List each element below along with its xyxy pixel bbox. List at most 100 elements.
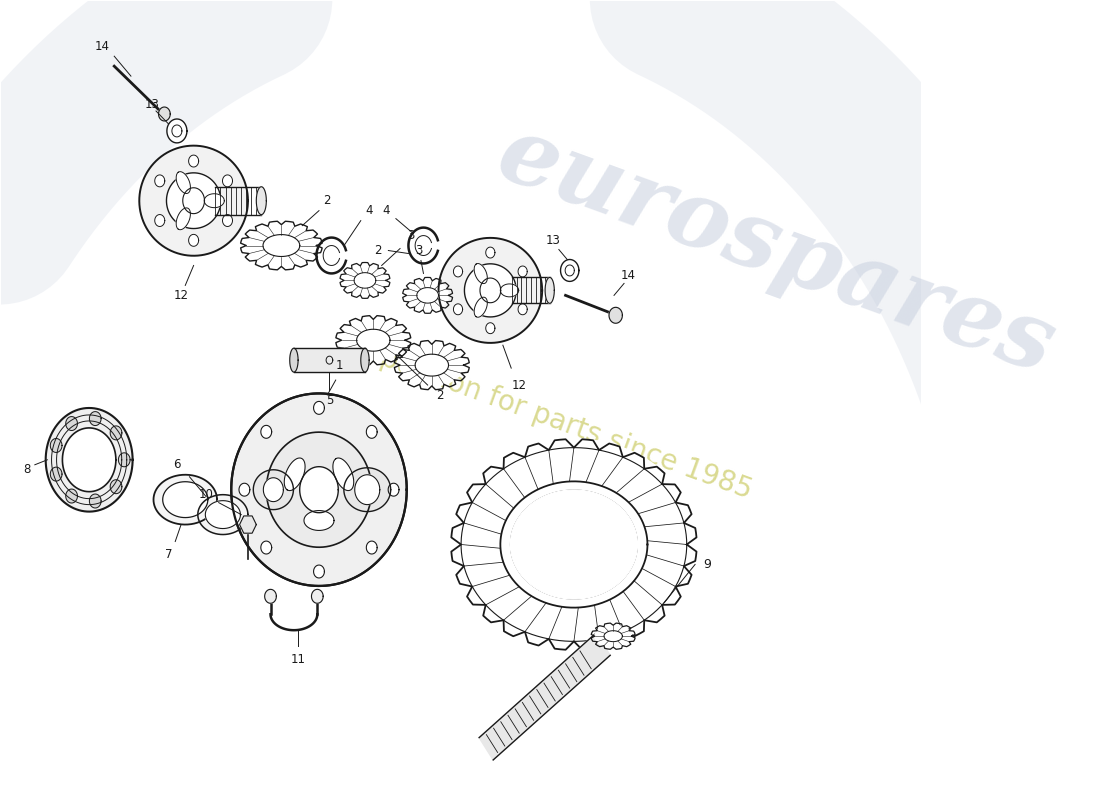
Polygon shape [361, 348, 370, 372]
Polygon shape [246, 225, 317, 266]
Polygon shape [198, 494, 248, 534]
Polygon shape [415, 354, 449, 376]
Polygon shape [609, 307, 623, 323]
Polygon shape [46, 408, 133, 512]
Polygon shape [205, 194, 224, 208]
Polygon shape [474, 297, 487, 318]
Text: 10: 10 [199, 488, 213, 501]
Polygon shape [500, 482, 648, 608]
Polygon shape [510, 490, 637, 599]
Text: 6: 6 [173, 458, 180, 471]
Text: 14: 14 [95, 40, 109, 53]
Polygon shape [356, 330, 390, 351]
Text: 13: 13 [546, 234, 560, 247]
Polygon shape [289, 348, 298, 372]
Text: 4: 4 [382, 204, 389, 217]
Polygon shape [595, 626, 631, 647]
Polygon shape [188, 155, 199, 167]
Polygon shape [342, 319, 405, 361]
Polygon shape [206, 501, 241, 529]
Polygon shape [89, 411, 101, 426]
Polygon shape [261, 426, 272, 438]
Polygon shape [261, 541, 272, 554]
Polygon shape [240, 516, 256, 533]
Polygon shape [344, 266, 386, 295]
Polygon shape [166, 173, 221, 229]
Polygon shape [256, 186, 266, 214]
Text: 9: 9 [704, 558, 712, 571]
Polygon shape [158, 107, 170, 121]
Polygon shape [154, 474, 217, 525]
Polygon shape [451, 439, 696, 650]
Polygon shape [188, 234, 199, 246]
Polygon shape [66, 417, 77, 430]
Polygon shape [263, 478, 284, 502]
Polygon shape [263, 234, 300, 257]
Polygon shape [314, 565, 324, 578]
Polygon shape [561, 259, 579, 282]
Polygon shape [439, 238, 542, 343]
Polygon shape [474, 263, 487, 283]
Text: 4: 4 [365, 204, 373, 217]
Text: a passion for parts since 1985: a passion for parts since 1985 [352, 335, 757, 505]
Polygon shape [400, 344, 463, 386]
Text: 13: 13 [144, 98, 159, 110]
Polygon shape [546, 278, 554, 303]
Polygon shape [407, 281, 449, 310]
Polygon shape [176, 172, 190, 194]
Polygon shape [253, 470, 294, 510]
Polygon shape [388, 483, 399, 496]
Polygon shape [284, 458, 305, 490]
Polygon shape [89, 494, 101, 508]
Polygon shape [222, 214, 232, 226]
Polygon shape [518, 266, 527, 277]
Polygon shape [222, 175, 232, 187]
Polygon shape [500, 284, 519, 297]
Polygon shape [366, 541, 377, 554]
Polygon shape [66, 489, 77, 503]
Polygon shape [110, 480, 122, 494]
Polygon shape [366, 426, 377, 438]
Text: 3: 3 [407, 229, 415, 242]
Polygon shape [453, 266, 463, 277]
Polygon shape [155, 175, 165, 187]
Polygon shape [167, 119, 187, 143]
Polygon shape [354, 273, 376, 288]
Polygon shape [155, 214, 165, 226]
Text: 2: 2 [437, 389, 444, 402]
Polygon shape [604, 630, 623, 642]
Text: 2: 2 [323, 194, 331, 207]
Polygon shape [110, 426, 122, 440]
Text: 12: 12 [513, 378, 527, 391]
Polygon shape [231, 394, 407, 586]
Polygon shape [299, 466, 339, 513]
Polygon shape [486, 322, 495, 334]
Polygon shape [453, 304, 463, 314]
Polygon shape [304, 510, 334, 530]
Polygon shape [163, 482, 208, 518]
Polygon shape [486, 247, 495, 258]
Polygon shape [464, 264, 516, 317]
Text: 5: 5 [326, 394, 333, 406]
Polygon shape [480, 633, 611, 760]
Polygon shape [183, 188, 205, 214]
Polygon shape [333, 458, 354, 490]
Text: 2: 2 [374, 244, 382, 257]
Polygon shape [176, 208, 190, 230]
Polygon shape [266, 432, 372, 547]
Polygon shape [480, 278, 501, 302]
Polygon shape [417, 287, 439, 303]
Polygon shape [51, 467, 62, 481]
Text: 3: 3 [416, 244, 424, 257]
Polygon shape [311, 590, 323, 603]
Polygon shape [239, 483, 250, 496]
Text: 7: 7 [165, 548, 173, 561]
Polygon shape [63, 428, 116, 492]
Text: 14: 14 [620, 269, 636, 282]
Text: 1: 1 [337, 358, 343, 372]
Polygon shape [140, 146, 248, 256]
Text: 12: 12 [174, 289, 188, 302]
Polygon shape [354, 474, 379, 505]
Polygon shape [119, 453, 130, 466]
Text: 11: 11 [290, 653, 306, 666]
